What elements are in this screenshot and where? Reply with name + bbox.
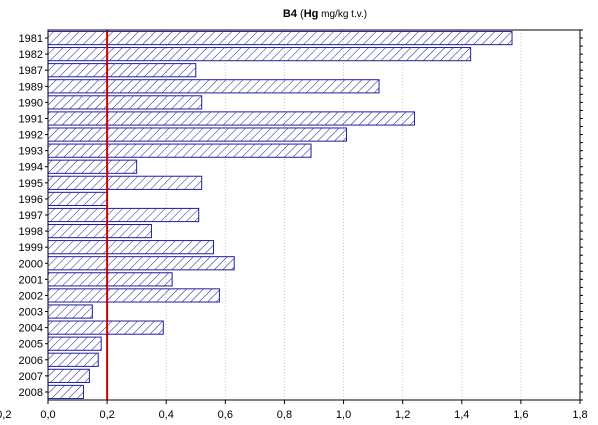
bar [47, 320, 164, 335]
category-label: 2002 [19, 290, 43, 302]
labels: 1981 1982 1987 1989 1990 1991 1992 1993 1994 1995… [0, 33, 588, 421]
bar [47, 256, 235, 271]
category-label: 1996 [19, 194, 43, 206]
x-tick-label: 1,0 [336, 409, 351, 421]
bar [47, 95, 203, 110]
bar [47, 272, 173, 287]
bar [47, 288, 220, 303]
bar [47, 47, 472, 62]
bar [47, 304, 93, 319]
bar [47, 223, 152, 239]
category-label: 1997 [19, 210, 43, 222]
category-label: 2000 [19, 258, 43, 270]
x-tick-label: 0,2 [99, 409, 114, 421]
category-label: 1999 [19, 242, 43, 254]
category-label: 1998 [19, 226, 43, 238]
category-label: 1993 [19, 146, 43, 158]
x-tick-label: 1,4 [454, 409, 469, 421]
bar [47, 175, 203, 190]
bar [47, 127, 348, 142]
axes [45, 29, 583, 404]
category-label: 1992 [19, 130, 43, 142]
category-label: 1981 [19, 33, 43, 45]
x-tick-label: -0,2 [0, 409, 11, 421]
bar [47, 79, 380, 94]
category-label: 1990 [19, 97, 43, 109]
bars [47, 30, 513, 400]
bar [47, 143, 312, 158]
bar [47, 63, 197, 78]
chart-title: B4 (Hg mg/kg t.v.) [283, 8, 367, 20]
x-tick-label: 0,0 [40, 409, 55, 421]
x-tick-label: 1,2 [395, 409, 410, 421]
bar [47, 368, 90, 383]
x-tick-label: 0,4 [159, 409, 174, 421]
bar [47, 207, 200, 223]
x-tick-label: 1,8 [572, 409, 587, 421]
category-label: 1995 [19, 178, 43, 190]
bar [47, 384, 84, 400]
category-label: 1987 [19, 65, 43, 77]
category-label: 1994 [19, 162, 43, 174]
category-label: 1991 [19, 113, 43, 125]
bar [47, 30, 513, 46]
category-label: 2001 [19, 274, 43, 286]
category-label: 2005 [19, 339, 43, 351]
bar [47, 111, 415, 126]
category-label: 1989 [19, 81, 43, 93]
x-tick-label: 1,6 [513, 409, 528, 421]
category-label: 2003 [19, 307, 43, 319]
x-tick-label: 0,6 [218, 409, 233, 421]
x-tick-label: 0,8 [277, 409, 292, 421]
bar [47, 352, 99, 367]
category-label: 2008 [19, 387, 43, 399]
category-label: 2007 [19, 371, 43, 383]
bar [47, 240, 215, 255]
bar [47, 191, 108, 207]
category-label: 2004 [19, 323, 43, 335]
bar [47, 159, 138, 174]
bar [47, 336, 102, 351]
category-label: 1982 [19, 49, 43, 61]
category-label: 2006 [19, 355, 43, 367]
